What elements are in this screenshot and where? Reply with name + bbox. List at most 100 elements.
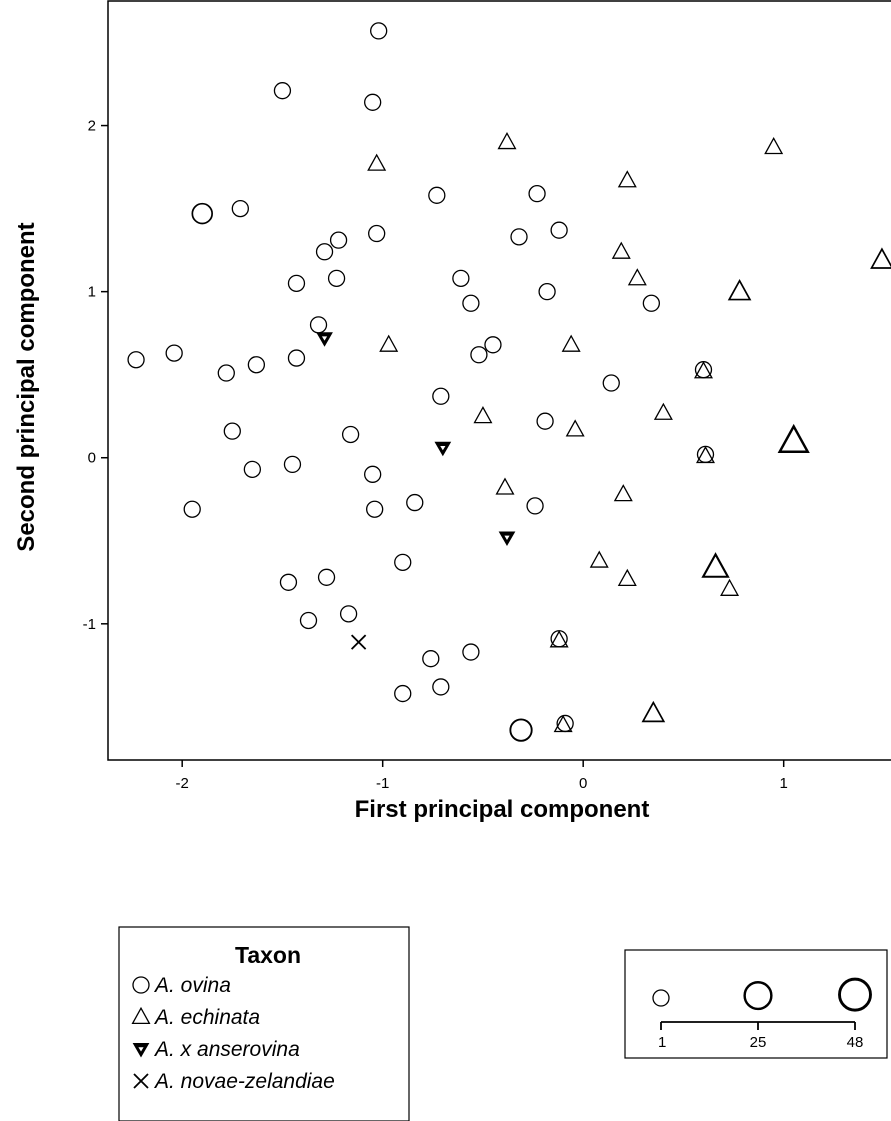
ovina-point: [536, 412, 554, 430]
echinata-point: [870, 247, 891, 269]
taxon-legend: Taxon A. ovina A. echinata A. x anserovina…: [118, 926, 410, 1121]
ovina-point: [694, 361, 713, 379]
echinata-point: [695, 445, 715, 464]
legend-entry-label: A. x anserovina: [153, 1038, 300, 1061]
y-tick-label: 0: [88, 450, 96, 467]
size-legend-circle: [652, 989, 670, 1007]
echinata-point: [495, 477, 515, 495]
echinata-point: [727, 278, 752, 301]
echinata-point: [617, 568, 637, 587]
ovina-point: [339, 605, 358, 623]
y-axis-title: Second principal component: [13, 222, 40, 551]
ovina-point: [484, 336, 502, 354]
echinata-point: [473, 406, 493, 424]
ovina-point: [470, 346, 488, 364]
echinata-point: [720, 578, 740, 596]
y-tick-label: 1: [88, 284, 96, 301]
echinata-point: [561, 334, 581, 352]
size-legend-frame: [624, 949, 888, 1059]
ovina-point: [309, 316, 328, 334]
ovina-point: [279, 573, 298, 591]
x-tick-label: -1: [376, 775, 389, 792]
ovina-point: [247, 356, 266, 374]
ovina-point: [183, 500, 201, 518]
taxon-legend-frame: [118, 926, 410, 1121]
ovina-point: [550, 221, 568, 239]
size-legend-label: 1: [658, 1034, 666, 1051]
novae-zelandiae-point: [350, 634, 367, 650]
ovina-point: [696, 445, 715, 464]
x-tick-label: 1: [780, 775, 788, 792]
echinata-point: [653, 402, 673, 420]
echinata-point: [497, 132, 517, 150]
anserovina-point-hollow: [504, 535, 510, 540]
ovina-point: [432, 678, 450, 696]
legend-marker-triangle: [131, 1006, 151, 1025]
ovina-point: [366, 500, 384, 518]
ovina-point: [127, 351, 145, 369]
ovina-point: [370, 22, 388, 40]
plot-area-frame: [107, 0, 891, 761]
x-axis: -2 -1 0 1: [176, 760, 788, 792]
ovina-point: [287, 349, 306, 367]
legend-marker-circle: [132, 976, 150, 994]
ovina-point: [364, 465, 382, 483]
ovina-point: [602, 374, 620, 392]
size-legend-label: 48: [847, 1034, 864, 1051]
echinata-point: [701, 552, 730, 578]
x-axis-title: First principal component: [355, 796, 650, 823]
ovina-point: [462, 294, 480, 312]
ovina-point: [394, 553, 412, 572]
data-points: [127, 22, 891, 742]
ovina-point: [165, 344, 183, 362]
ovina-point: [317, 568, 336, 586]
ovina-point: [510, 228, 528, 246]
x-tick-label: -2: [176, 775, 189, 792]
ovina-point: [526, 497, 544, 515]
ovina-point: [327, 269, 346, 288]
echinata-point: [617, 170, 637, 188]
echinata-point: [367, 153, 387, 171]
ovina-point: [406, 493, 424, 512]
size-legend: 1 25 48: [624, 949, 888, 1059]
ovina-point: [432, 387, 450, 405]
ovina-point: [428, 186, 446, 204]
echinata-point: [565, 419, 585, 437]
ovina-point: [191, 202, 213, 225]
ovina-point: [231, 199, 249, 218]
legend-marker-x: [133, 1073, 149, 1089]
echinata-point: [379, 334, 399, 352]
echinata-point: [641, 700, 666, 723]
ovina-point: [528, 185, 546, 203]
echinata-point: [693, 361, 713, 379]
ovina-point: [452, 269, 470, 288]
size-legend-circle: [743, 981, 773, 1011]
y-axis: -1 0 1 2: [83, 118, 108, 633]
size-legend-circle: [838, 977, 872, 1012]
echinata-point: [777, 423, 810, 454]
echinata-point: [627, 268, 647, 286]
ovina-point: [341, 425, 360, 444]
ovina-point: [287, 274, 306, 292]
ovina-point: [315, 243, 334, 261]
ovina-point: [509, 718, 533, 742]
ovina-point: [462, 643, 480, 661]
ovina-point: [394, 684, 412, 703]
legend-entry-label: A. novae-zelandiae: [153, 1070, 335, 1093]
y-tick-label: -1: [83, 616, 96, 633]
ovina-point: [243, 460, 262, 479]
anserovina-point-hollow: [321, 336, 328, 341]
size-legend-label: 25: [750, 1034, 767, 1051]
echinata-point: [589, 550, 609, 568]
echinata-point: [553, 714, 573, 733]
echinata-point: [764, 136, 784, 155]
size-legend-items: 1 25 48: [652, 977, 872, 1051]
ovina-point: [422, 650, 440, 668]
x-tick-label: 0: [579, 775, 587, 792]
ovina-point: [364, 93, 382, 111]
legend-title: Taxon: [235, 942, 301, 968]
ovina-point: [273, 82, 292, 100]
ovina-point: [550, 630, 568, 648]
ovina-point: [299, 611, 318, 630]
anserovina-point-hollow: [440, 445, 446, 451]
